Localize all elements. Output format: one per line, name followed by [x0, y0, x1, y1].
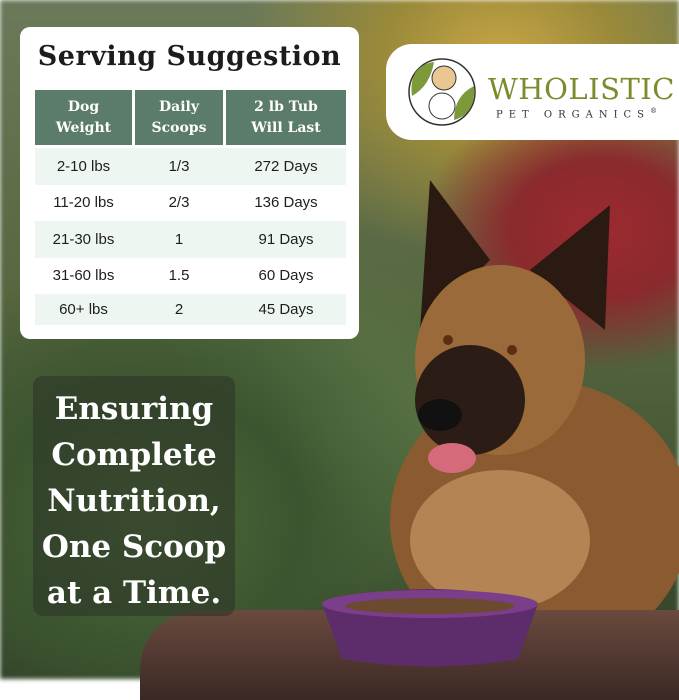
- scoops-cell: 1: [174, 230, 184, 248]
- scoops-cell: 1.5: [168, 267, 190, 285]
- weight-cell: 11-20 lbs: [53, 194, 114, 212]
- dog-illustration: [390, 180, 679, 660]
- table-row: 60+ lbs 2 45 Days: [35, 294, 346, 325]
- table-row: 11-20 lbs 2/3 136 Days: [35, 185, 346, 222]
- header-tub-duration: 2 lb Tub Will Last: [226, 90, 346, 145]
- serving-suggestion-card: Serving Suggestion Dog Weight Daily Scoops…: [20, 27, 359, 339]
- brand-subtitle: PET ORGANICS®: [496, 107, 658, 121]
- weight-cell: 21-30 lbs: [52, 230, 115, 248]
- table-row: 21-30 lbs 1 91 Days: [35, 221, 346, 258]
- scoops-cell: 2/3: [168, 194, 190, 212]
- brand-logo: WHOLISTIC PET ORGANICS®: [386, 44, 679, 140]
- scoops-cell: 1/3: [168, 157, 190, 175]
- food-bowl: [322, 589, 538, 667]
- header-daily-scoops: Daily Scoops: [135, 90, 223, 145]
- card-title: Serving Suggestion: [37, 41, 342, 72]
- scoops-cell: 2: [174, 301, 184, 318]
- pet-logo-icon: [408, 58, 476, 126]
- days-cell: 60 Days: [258, 267, 314, 285]
- tagline-line: Nutrition,: [47, 483, 221, 519]
- table-header: Dog Weight Daily Scoops 2 lb Tub Will Last: [35, 90, 346, 145]
- tagline-line: One Scoop: [41, 529, 227, 565]
- brand-name: WHOLISTIC: [488, 72, 675, 106]
- tagline-box: Ensuring Complete Nutrition, One Scoop a…: [33, 376, 235, 616]
- days-cell: 45 Days: [258, 301, 314, 318]
- tagline-line: Complete: [51, 437, 217, 473]
- weight-cell: 2-10 lbs: [56, 157, 111, 175]
- serving-table: Dog Weight Daily Scoops 2 lb Tub Will Last …: [35, 90, 346, 325]
- header-dog-weight: Dog Weight: [35, 90, 132, 145]
- tagline-line: Ensuring: [54, 391, 214, 427]
- tagline-line: at a Time.: [46, 575, 222, 611]
- table-body: 2-10 lbs 1/3 272 Days 11-20 lbs 2/3 136 Days…: [35, 148, 346, 325]
- table-row: 31-60 lbs 1.5 60 Days: [35, 258, 346, 295]
- days-cell: 91 Days: [258, 230, 314, 248]
- weight-cell: 31-60 lbs: [52, 267, 115, 285]
- days-cell: 136 Days: [254, 194, 318, 212]
- days-cell: 272 Days: [254, 157, 318, 175]
- weight-cell: 60+ lbs: [59, 301, 108, 318]
- table-row: 2-10 lbs 1/3 272 Days: [35, 148, 346, 185]
